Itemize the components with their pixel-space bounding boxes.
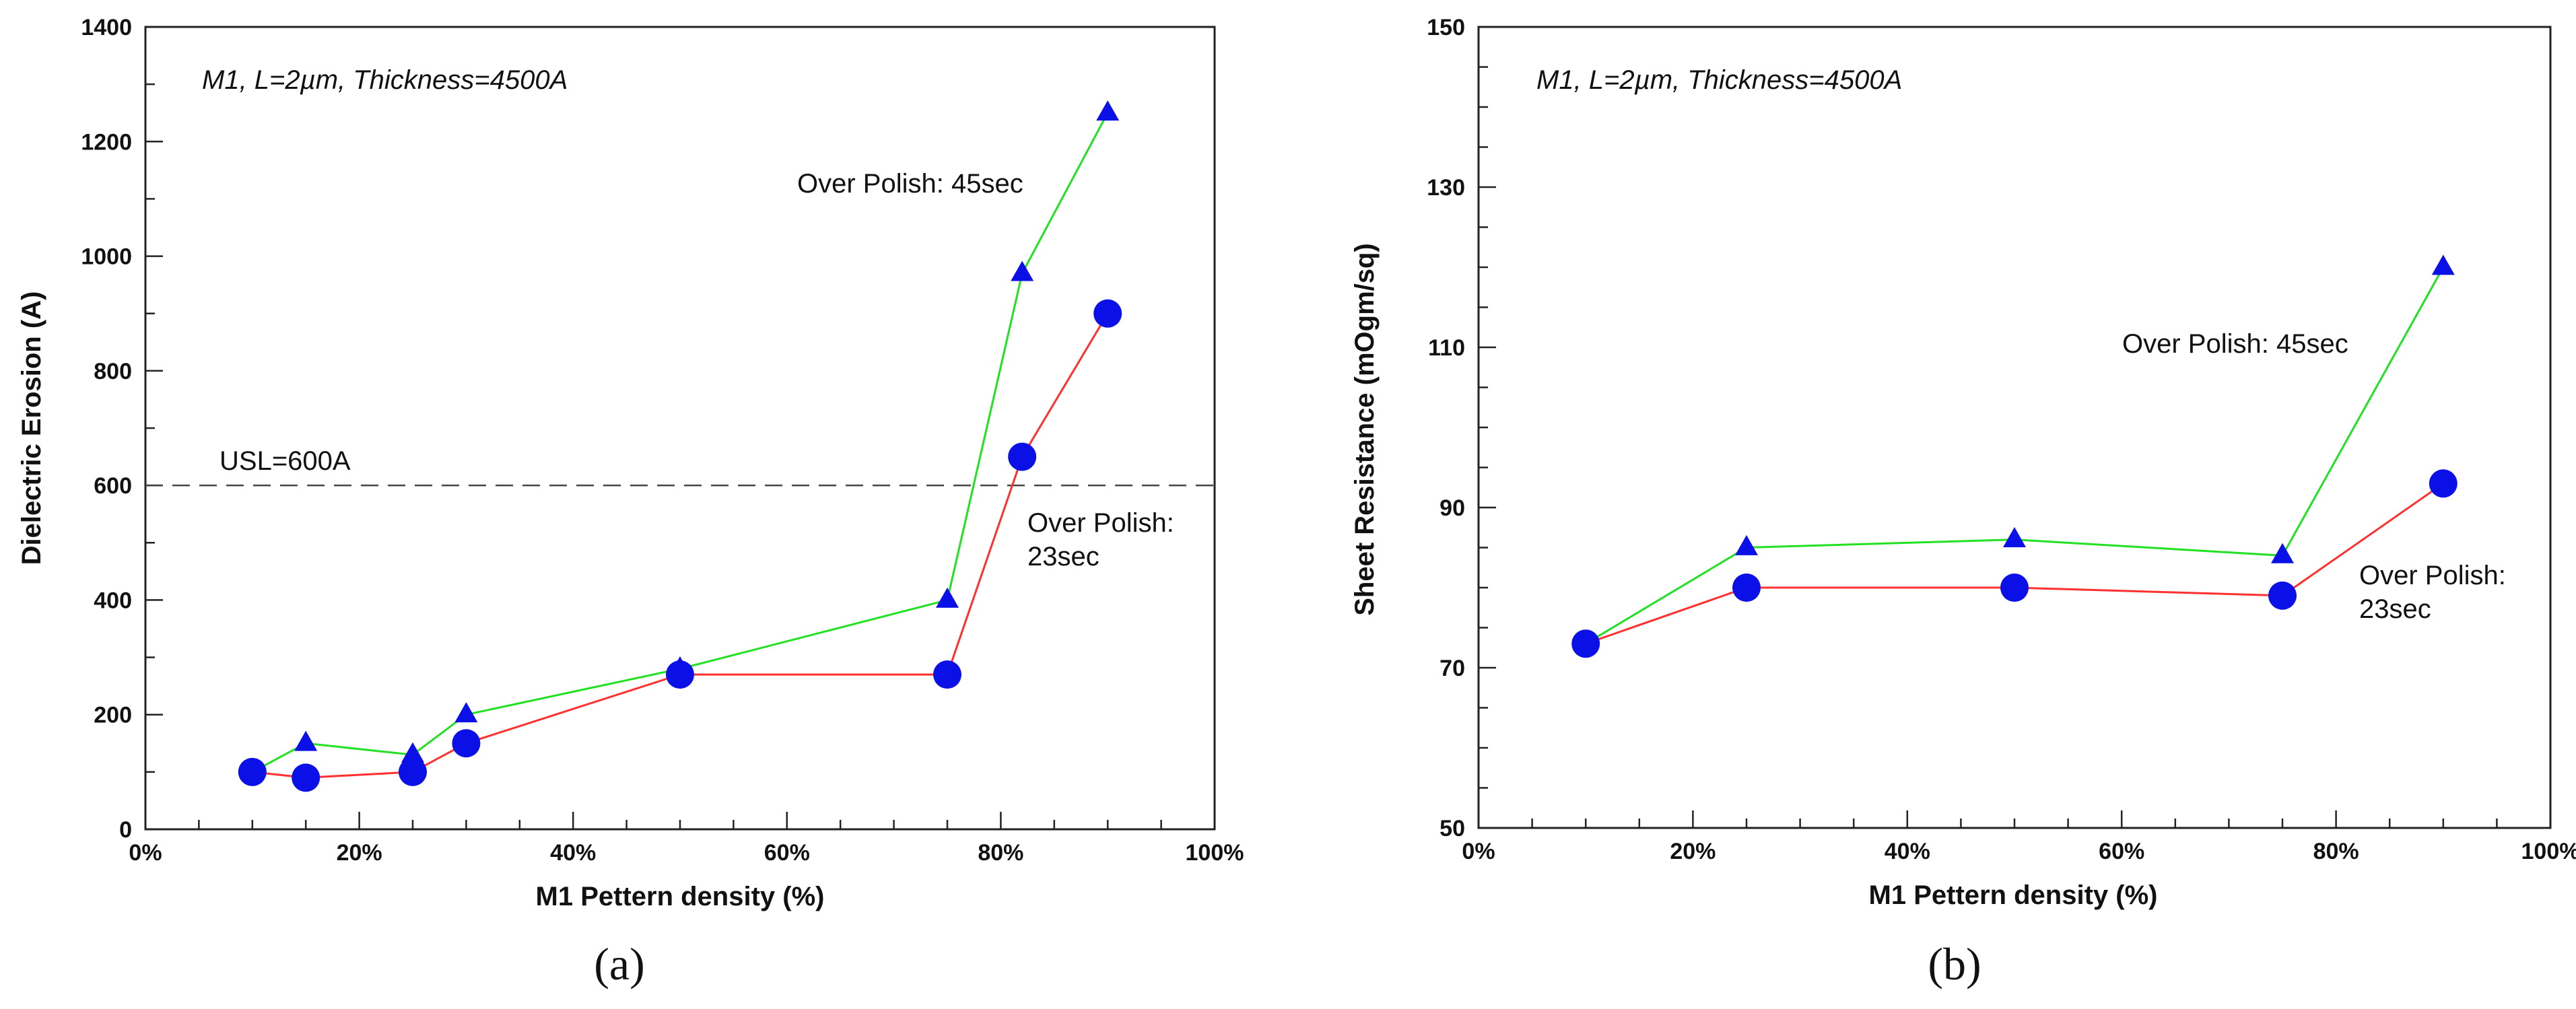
x-tick-label: 20% (1670, 839, 1716, 864)
triangle-marker-point (2003, 527, 2026, 547)
triangle-marker-point (1096, 100, 1120, 121)
y-tick-label: 800 (94, 359, 132, 384)
x-axis-title: M1 Pettern density (%) (536, 882, 825, 911)
x-tick-label: 80% (2313, 839, 2359, 864)
series-line-over-polish-23sec (252, 312, 1109, 779)
series-label: Over Polish: 45sec (797, 169, 1023, 199)
series-label-line2: 23sec (1027, 542, 1099, 571)
y-tick-label: 1400 (81, 15, 132, 40)
circle-marker-point (1093, 299, 1122, 328)
x-tick-label: 60% (2099, 839, 2144, 864)
circle-marker-point (399, 757, 427, 786)
usl-label: USL=600A (219, 446, 351, 476)
series-line-over-polish-23sec (1585, 483, 2444, 645)
circle-marker-point (1732, 573, 1761, 602)
circle-marker-point (452, 729, 481, 758)
circle-marker-point (2429, 469, 2458, 498)
circle-marker-point (933, 660, 961, 689)
x-tick-label: 80% (978, 840, 1023, 866)
y-axis-title: Dielectric Erosion (A) (17, 291, 46, 565)
y-tick-label: 90 (1439, 495, 1465, 521)
y-tick-label: 130 (1427, 175, 1465, 201)
y-tick-label: 110 (1428, 335, 1465, 361)
y-axis-title: Sheet Resistance (mOgm/sq) (1350, 243, 1380, 616)
x-axis-title: M1 Pettern density (%) (1869, 880, 2158, 910)
triangle-marker-point (2431, 254, 2455, 275)
triangle-marker-point (454, 702, 478, 723)
x-tick-label: 40% (550, 840, 596, 866)
circle-marker-point (666, 660, 694, 689)
circle-marker-point (1571, 629, 1600, 658)
x-tick-label: 100% (2521, 839, 2576, 864)
circle-marker-point (1008, 442, 1037, 471)
triangle-marker-point (1011, 260, 1034, 281)
triangle-marker-point (294, 730, 318, 751)
panel-label: (b) (1928, 938, 1981, 989)
panel-b-sheet-resistance-chart: 50 70 90 110 130 150 0% 20% 40% 60% 80% 100% M1 Pett… (1350, 15, 2576, 989)
panel-a-dielectric-erosion-chart: 0 200 400 600 800 1000 1200 1400 0% 20% 40% 60% 80% 1… (17, 15, 1244, 989)
triangle-marker-point (936, 587, 959, 608)
circle-marker-point (2268, 581, 2297, 610)
y-tick-label: 1200 (81, 129, 132, 155)
plot-frame (1477, 26, 2552, 829)
panel-label: (a) (594, 938, 644, 989)
y-tick-label: 400 (94, 588, 132, 613)
series-label: Over Polish: (1027, 508, 1174, 538)
x-tick-label: 0% (1462, 839, 1495, 864)
series-label: Over Polish: 45sec (2122, 329, 2348, 359)
series-label-line2: 23sec (2359, 594, 2431, 624)
y-tick-label: 150 (1427, 15, 1465, 40)
series-line-over-polish-45sec (252, 112, 1109, 773)
x-tick-label: 20% (337, 840, 382, 866)
circle-marker-point (238, 757, 267, 786)
series-label: Over Polish: (2359, 561, 2506, 590)
triangle-marker-point (2271, 543, 2294, 563)
x-tick-label: 0% (129, 840, 162, 866)
chart-title: M1, L=2µm, Thickness=4500A (202, 65, 568, 95)
chart-title: M1, L=2µm, Thickness=4500A (1536, 65, 1902, 95)
x-tick-label: 100% (1186, 840, 1244, 866)
x-tick-label: 60% (764, 840, 810, 866)
y-tick-label: 50 (1439, 816, 1465, 841)
triangle-marker-point (401, 742, 424, 763)
y-tick-label: 1000 (81, 244, 132, 270)
x-tick-label: 40% (1885, 839, 1930, 864)
y-tick-label: 0 (119, 817, 132, 843)
y-tick-label: 200 (94, 703, 132, 728)
triangle-marker-point (1735, 534, 1758, 555)
y-tick-label: 600 (94, 473, 132, 499)
plot-frame (144, 26, 1216, 831)
y-tick-label: 70 (1439, 656, 1465, 681)
circle-marker-point (2000, 573, 2029, 602)
circle-marker-point (292, 763, 320, 792)
